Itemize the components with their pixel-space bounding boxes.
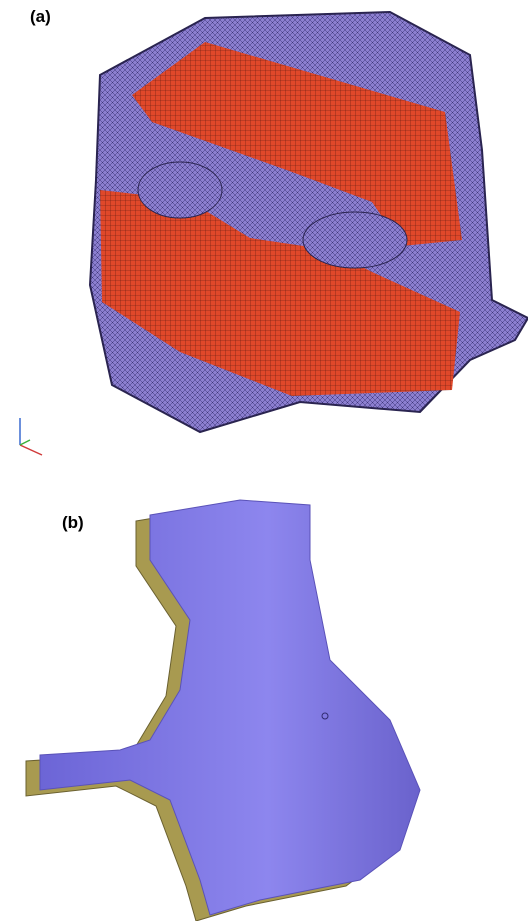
panel-label: (b) [62, 513, 84, 532]
panel-b: (b) [26, 500, 420, 921]
axis-icon [20, 418, 42, 455]
eye-right [303, 212, 407, 268]
panel-label: (a) [30, 7, 51, 26]
figure: (a) (b) [0, 0, 528, 921]
panel-a: (a) [20, 7, 528, 455]
eye-left [138, 162, 222, 218]
nose-surface [40, 500, 420, 915]
